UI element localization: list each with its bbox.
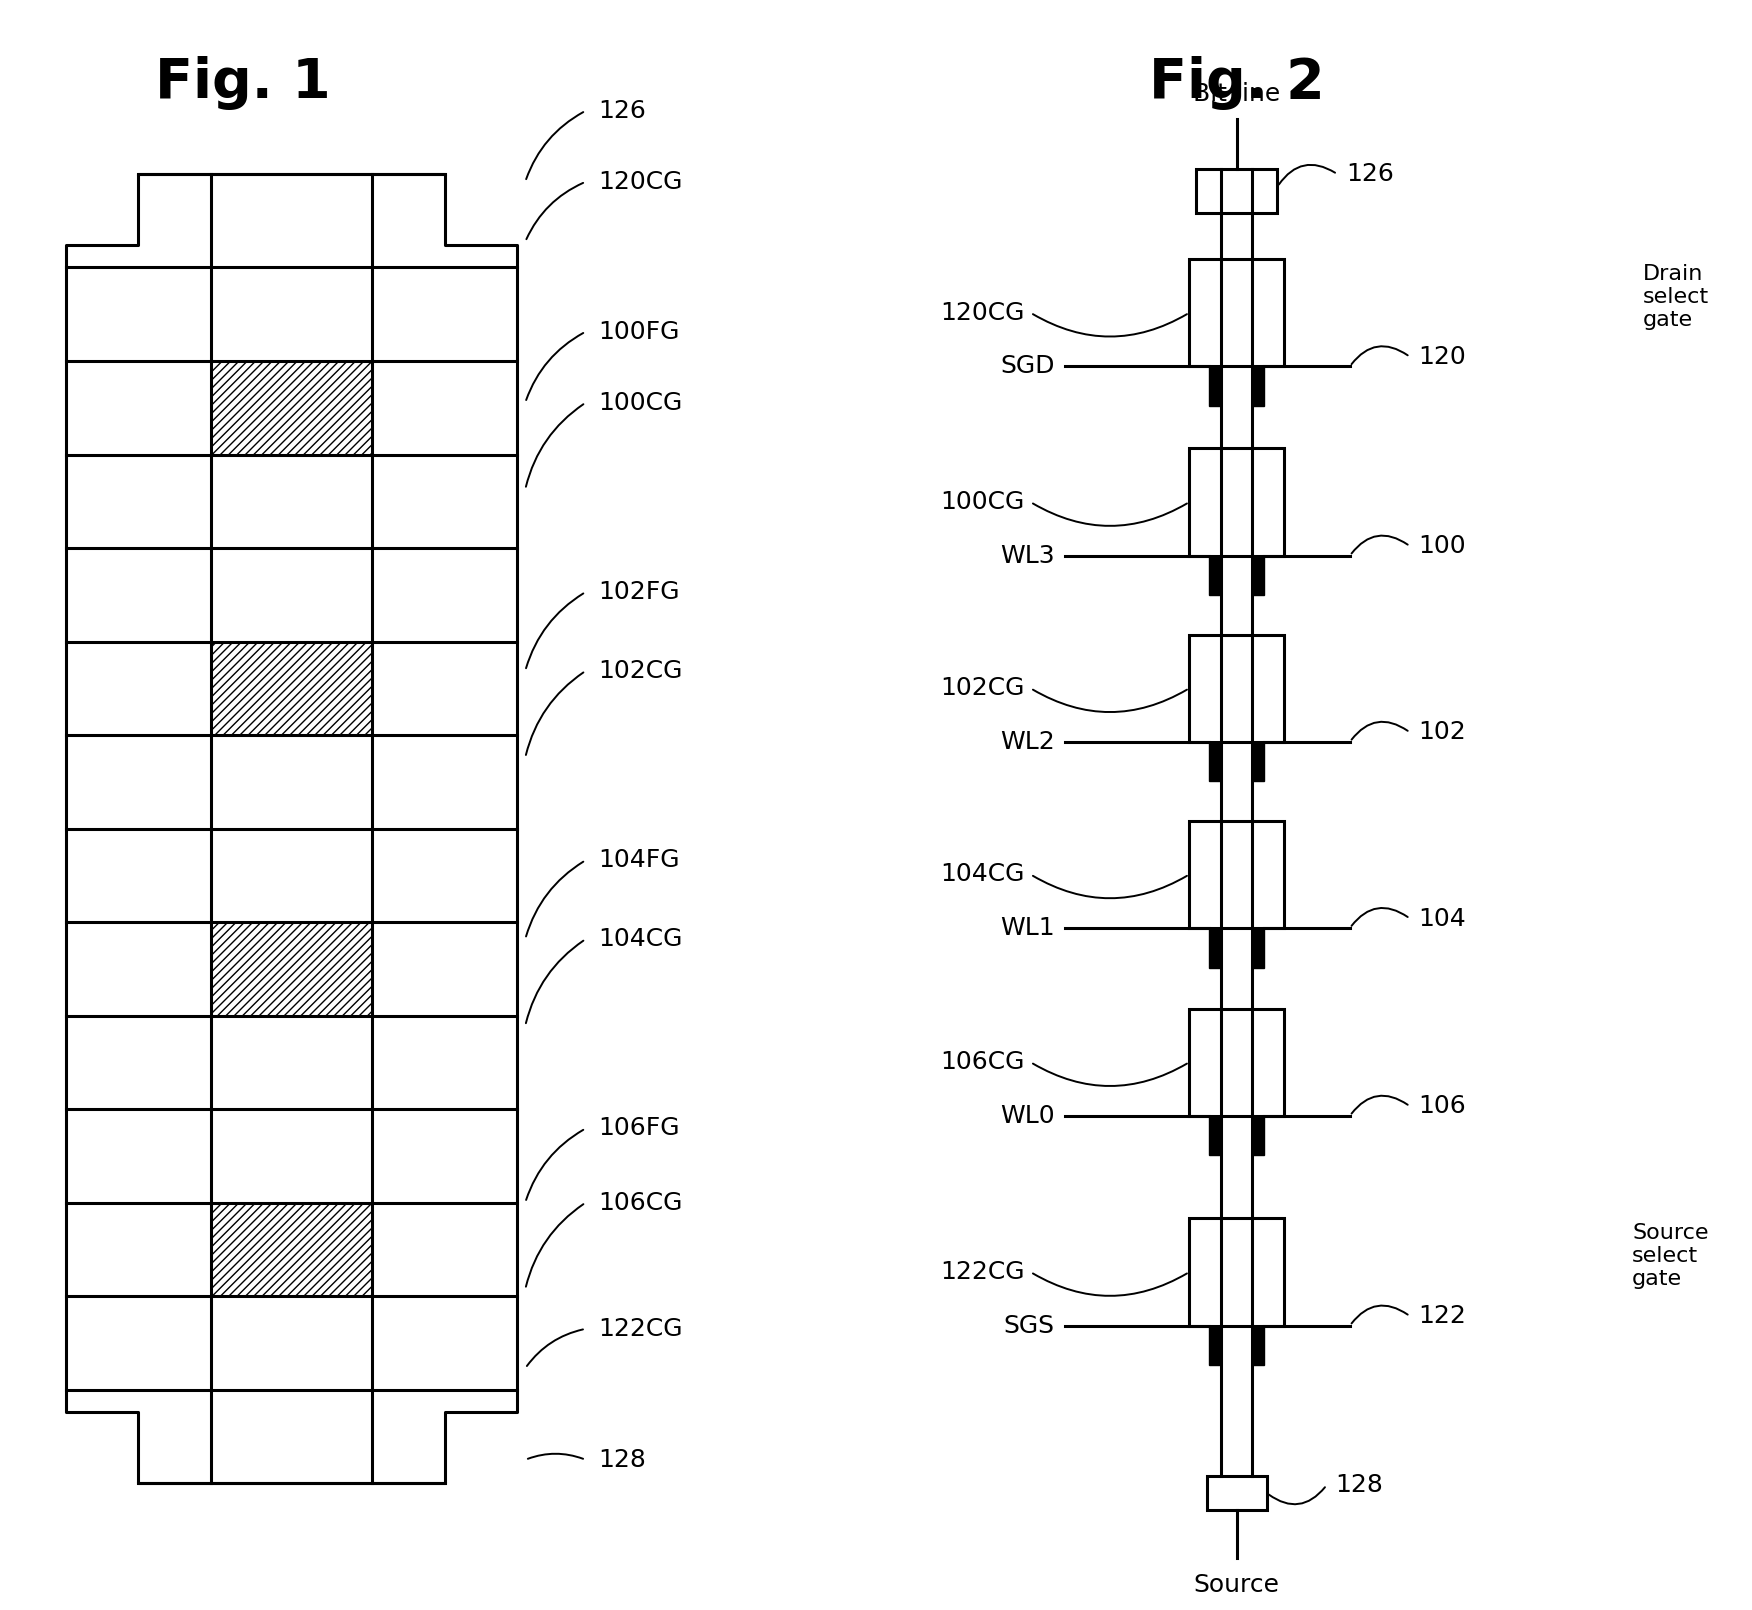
Bar — [1253, 517, 1263, 596]
Text: Source
select
gate: Source select gate — [1633, 1224, 1708, 1290]
Text: 122CG: 122CG — [597, 1317, 682, 1341]
Text: Fig. 2: Fig. 2 — [1149, 55, 1325, 109]
Text: WL3: WL3 — [1000, 544, 1055, 568]
Bar — [1197, 169, 1277, 213]
Bar — [1253, 1286, 1263, 1365]
Bar — [1253, 702, 1263, 781]
Text: 120: 120 — [1419, 345, 1466, 369]
Text: 126: 126 — [1346, 163, 1395, 187]
Bar — [1209, 889, 1221, 968]
Bar — [1207, 1475, 1267, 1510]
Text: 102: 102 — [1419, 720, 1466, 744]
Text: Source: Source — [1193, 1573, 1279, 1597]
Text: WL2: WL2 — [1000, 729, 1055, 753]
Text: 128: 128 — [1335, 1473, 1382, 1497]
Bar — [1253, 889, 1263, 968]
Bar — [210, 641, 371, 736]
Text: 126: 126 — [597, 98, 646, 122]
Text: 100CG: 100CG — [941, 489, 1025, 514]
Text: 104: 104 — [1419, 906, 1466, 931]
Bar — [1209, 1077, 1221, 1156]
Text: 120CG: 120CG — [597, 169, 682, 193]
Text: 100CG: 100CG — [597, 391, 682, 415]
Bar — [1190, 1008, 1284, 1116]
Text: 122CG: 122CG — [941, 1261, 1025, 1285]
Bar — [1209, 517, 1221, 596]
Text: 106CG: 106CG — [597, 1191, 682, 1214]
Bar — [210, 361, 371, 454]
Text: 102CG: 102CG — [597, 658, 682, 683]
Bar — [1209, 327, 1221, 406]
Bar — [1253, 327, 1263, 406]
Text: 102FG: 102FG — [597, 580, 680, 604]
Bar — [1209, 702, 1221, 781]
Bar — [210, 1203, 371, 1296]
Text: WL1: WL1 — [1000, 916, 1055, 940]
Bar — [1190, 449, 1284, 555]
Text: 106: 106 — [1419, 1095, 1466, 1119]
Text: Bit line: Bit line — [1193, 82, 1281, 106]
Bar — [210, 923, 371, 1016]
Text: 104FG: 104FG — [597, 848, 680, 873]
Bar — [1190, 259, 1284, 367]
Text: Fig. 1: Fig. 1 — [156, 55, 331, 109]
Text: 102CG: 102CG — [941, 676, 1025, 700]
Bar — [1190, 1219, 1284, 1325]
Text: SGD: SGD — [1000, 354, 1055, 378]
Text: Drain
select
gate: Drain select gate — [1643, 264, 1708, 330]
Text: 122: 122 — [1419, 1304, 1466, 1328]
Text: 104CG: 104CG — [941, 863, 1025, 887]
Text: WL0: WL0 — [1000, 1104, 1055, 1129]
Text: 104CG: 104CG — [597, 927, 682, 952]
Text: SGS: SGS — [1004, 1314, 1055, 1338]
Bar — [1209, 1286, 1221, 1365]
Bar — [1253, 1077, 1263, 1156]
Text: 106CG: 106CG — [941, 1050, 1025, 1074]
Bar — [1190, 634, 1284, 742]
Text: 106FG: 106FG — [597, 1116, 680, 1140]
Text: 120CG: 120CG — [941, 301, 1025, 325]
Text: 100FG: 100FG — [597, 320, 680, 343]
Text: 100: 100 — [1419, 535, 1466, 559]
Text: 128: 128 — [597, 1447, 646, 1472]
Bar — [1190, 821, 1284, 927]
